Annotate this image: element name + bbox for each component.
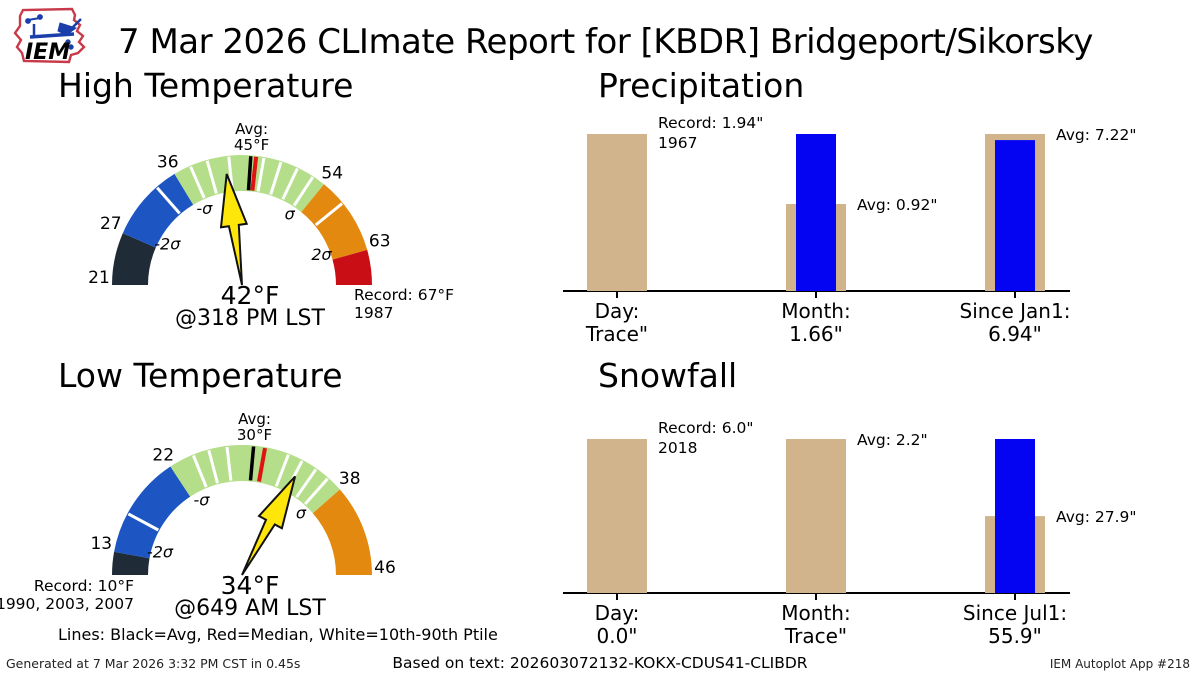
category-label-line1: Day: [595,601,640,625]
gauge-segment-orange [312,489,372,575]
record-years: 1990, 2003, 2007 [0,595,134,613]
snowfall-title: Snowfall [598,356,738,395]
bar-annotation: Avg: 0.92" [857,196,938,214]
category-label-line2: 55.9" [988,624,1042,648]
precipitation-bar-chart: Record: 1.94" 1967 Day:Trace" Avg: 0.92" Mon… [563,114,1137,346]
median-line [250,156,259,191]
percentile-tick [303,477,329,505]
generated-timestamp: Generated at 7 Mar 2026 3:32 PM CST in 0… [6,656,301,671]
high-temperature-gauge: 21 27 36 54 63 -2σ -σ σ 2σ Avg:45°F 42°F@318 PM LS… [88,120,454,331]
gauge-scale-label: 21 [88,268,110,288]
category-label-line1: Since Jan1: [960,299,1071,323]
gauge-scale-label: 46 [374,558,396,578]
gauge-scale-label: 13 [90,534,112,554]
percentile-tick [205,160,218,194]
sigma-label: 2σ [311,245,332,264]
avg-line [246,156,253,191]
percentile-tick [207,449,219,484]
gauge-scale-label: 27 [100,214,122,234]
gauge-scale-label: 22 [152,445,174,465]
observed-time: @318 PM LST [175,306,325,331]
bar-annotation: Avg: 2.2" [857,431,928,449]
gauge-segment-blue [122,173,194,248]
percentile-tick [281,167,299,200]
actual-bar [796,134,836,291]
sigma-label: -2σ [154,235,181,254]
category-label-line1: Day: [595,299,640,323]
gauge-segment-blue [114,466,191,559]
category-label-line1: Since Jul1: [963,601,1067,625]
observed-value: 42°F [221,281,280,310]
bar-annotation-line1: Record: 1.94" [658,114,763,132]
sigma-label: σ [296,504,307,523]
iem-logo: IEM [13,7,86,65]
percentile-tick [192,454,208,488]
record-years: 1987 [354,304,393,322]
avg-label-line2: 30°F [237,426,272,444]
record-label: Record: 10°F [34,577,134,595]
category-label-line2: Trace" [585,322,648,346]
actual-bar [995,439,1035,593]
avg-label-line1: Avg: [235,120,268,138]
gauge-scale-label: 63 [369,232,391,252]
observed-time: @649 AM LST [174,596,326,621]
low-temperature-gauge: 13 22 38 46 -2σ -σ σ Avg:30°F 34°F@649 AM LST Rec… [0,410,396,621]
category-label-line1: Month: [781,601,850,625]
actual-bar [995,140,1035,291]
page-title: 7 Mar 2026 CLImate Report for [KBDR] Bri… [118,22,1093,62]
climo-bar [587,439,647,593]
median-line [257,447,267,482]
climo-bar [587,134,647,291]
sigma-label: -σ [194,490,211,509]
sigma-label: -σ [196,199,213,218]
bar-annotation-line1: Record: 6.0" [658,419,753,437]
avg-label-line2: 45°F [234,136,269,154]
percentile-tick [189,166,206,199]
high-temp-title: High Temperature [58,66,354,105]
category-label-line2: 1.66" [789,322,843,346]
bar-annotation-line2: 1967 [658,134,697,152]
bar-annotation: Avg: 7.22" [1056,126,1137,144]
snowfall-bar-chart: Record: 6.0" 2018 Day:0.0" Avg: 2.2" Month:T… [563,419,1137,648]
bar-annotation: Avg: 27.9" [1056,508,1137,526]
category-label-line2: Trace" [784,624,847,648]
gauge-scale-label: 54 [321,163,343,183]
gauge-segment-dark [112,551,150,575]
category-label-line1: Month: [781,299,850,323]
app-credit: IEM Autoplot App #218 [1049,657,1190,671]
low-temp-title: Low Temperature [58,356,343,395]
gauge-scale-label: 36 [157,153,179,173]
sigma-label: -2σ [147,543,174,562]
precip-title: Precipitation [598,66,805,105]
percentile-tick [156,186,181,215]
percentile-tick [295,468,318,499]
percentile-tick [127,512,160,532]
sigma-label: σ [285,205,296,224]
percentile-tick [269,161,283,195]
percentile-tick [274,454,290,487]
percentile-tick [225,446,233,481]
source-text: Based on text: 202603072132-KOKX-CDUS41-… [392,654,808,672]
avg-line [248,446,256,481]
gauge-scale-label: 38 [339,469,361,489]
bar-annotation-line2: 2018 [658,439,697,457]
gauge-segment-dark [112,233,156,285]
record-label: Record: 67°F [354,286,454,304]
category-label-line2: 0.0" [596,624,637,648]
weather-vane-icon [25,14,82,50]
percentile-tick [314,202,344,227]
gauge-segment-orange [301,184,368,260]
iem-logo-text: IEM [25,40,70,65]
gauge-needle [219,173,249,286]
climo-bar [786,439,846,593]
gauge-lines-legend: Lines: Black=Avg, Red=Median, White=10th… [58,625,498,644]
percentile-tick [256,157,266,192]
percentile-tick [292,176,315,207]
category-label-line2: 6.94" [988,322,1042,346]
avg-label-line1: Avg: [238,410,271,428]
observed-value: 34°F [221,571,280,600]
gauge-needle [241,475,297,576]
gauge-segment-red [332,249,373,285]
